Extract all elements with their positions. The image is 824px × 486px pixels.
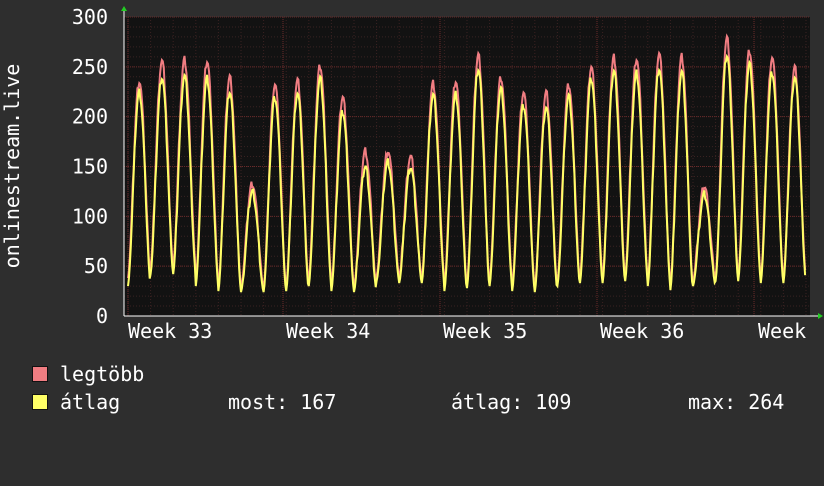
y-tick-label: 100 bbox=[72, 204, 108, 228]
stat-max: max: 264 bbox=[688, 390, 785, 414]
x-tick-labels: Week 33 Week 34 Week 35 Week 36 Week bbox=[128, 319, 806, 343]
x-tick-label: Week 35 bbox=[443, 319, 527, 343]
series-group bbox=[127, 33, 807, 293]
max-swatch bbox=[32, 366, 48, 382]
y-tick-labels: 0 50 100 150 200 250 300 bbox=[72, 5, 108, 328]
avg-label: átlag bbox=[60, 390, 121, 414]
y-tick-label: 200 bbox=[72, 105, 108, 129]
y-axis-label: onlinestream.live bbox=[0, 64, 24, 269]
x-axis-arrow bbox=[818, 313, 823, 319]
avg-swatch bbox=[32, 394, 48, 410]
chart: 0 50 100 150 200 250 300 Week 33 Week 34 Week 35… bbox=[0, 5, 823, 343]
y-tick-label: 250 bbox=[72, 55, 108, 79]
y-tick-label: 0 bbox=[96, 304, 108, 328]
max-label: legtöbb bbox=[60, 362, 145, 386]
legend-item-max: legtöbb bbox=[30, 362, 144, 388]
x-tick-label: Week 34 bbox=[286, 319, 370, 343]
y-tick-label: 150 bbox=[72, 155, 108, 179]
legend-item-avg: átlag bbox=[30, 390, 120, 416]
y-tick-label: 50 bbox=[84, 254, 108, 278]
y-tick-label: 300 bbox=[72, 5, 108, 29]
x-tick-label: Week bbox=[758, 319, 806, 343]
y-axis-arrow bbox=[121, 6, 127, 11]
legend: legtöbb átlag most: 167 átlag: 109 max: … bbox=[30, 362, 810, 422]
axes bbox=[121, 6, 823, 319]
stat-now: most: 167 bbox=[228, 390, 337, 414]
series-line-avg bbox=[127, 53, 807, 293]
x-tick-label: Week 33 bbox=[128, 319, 212, 343]
x-tick-label: Week 36 bbox=[600, 319, 684, 343]
stat-avg: átlag: 109 bbox=[451, 390, 572, 414]
